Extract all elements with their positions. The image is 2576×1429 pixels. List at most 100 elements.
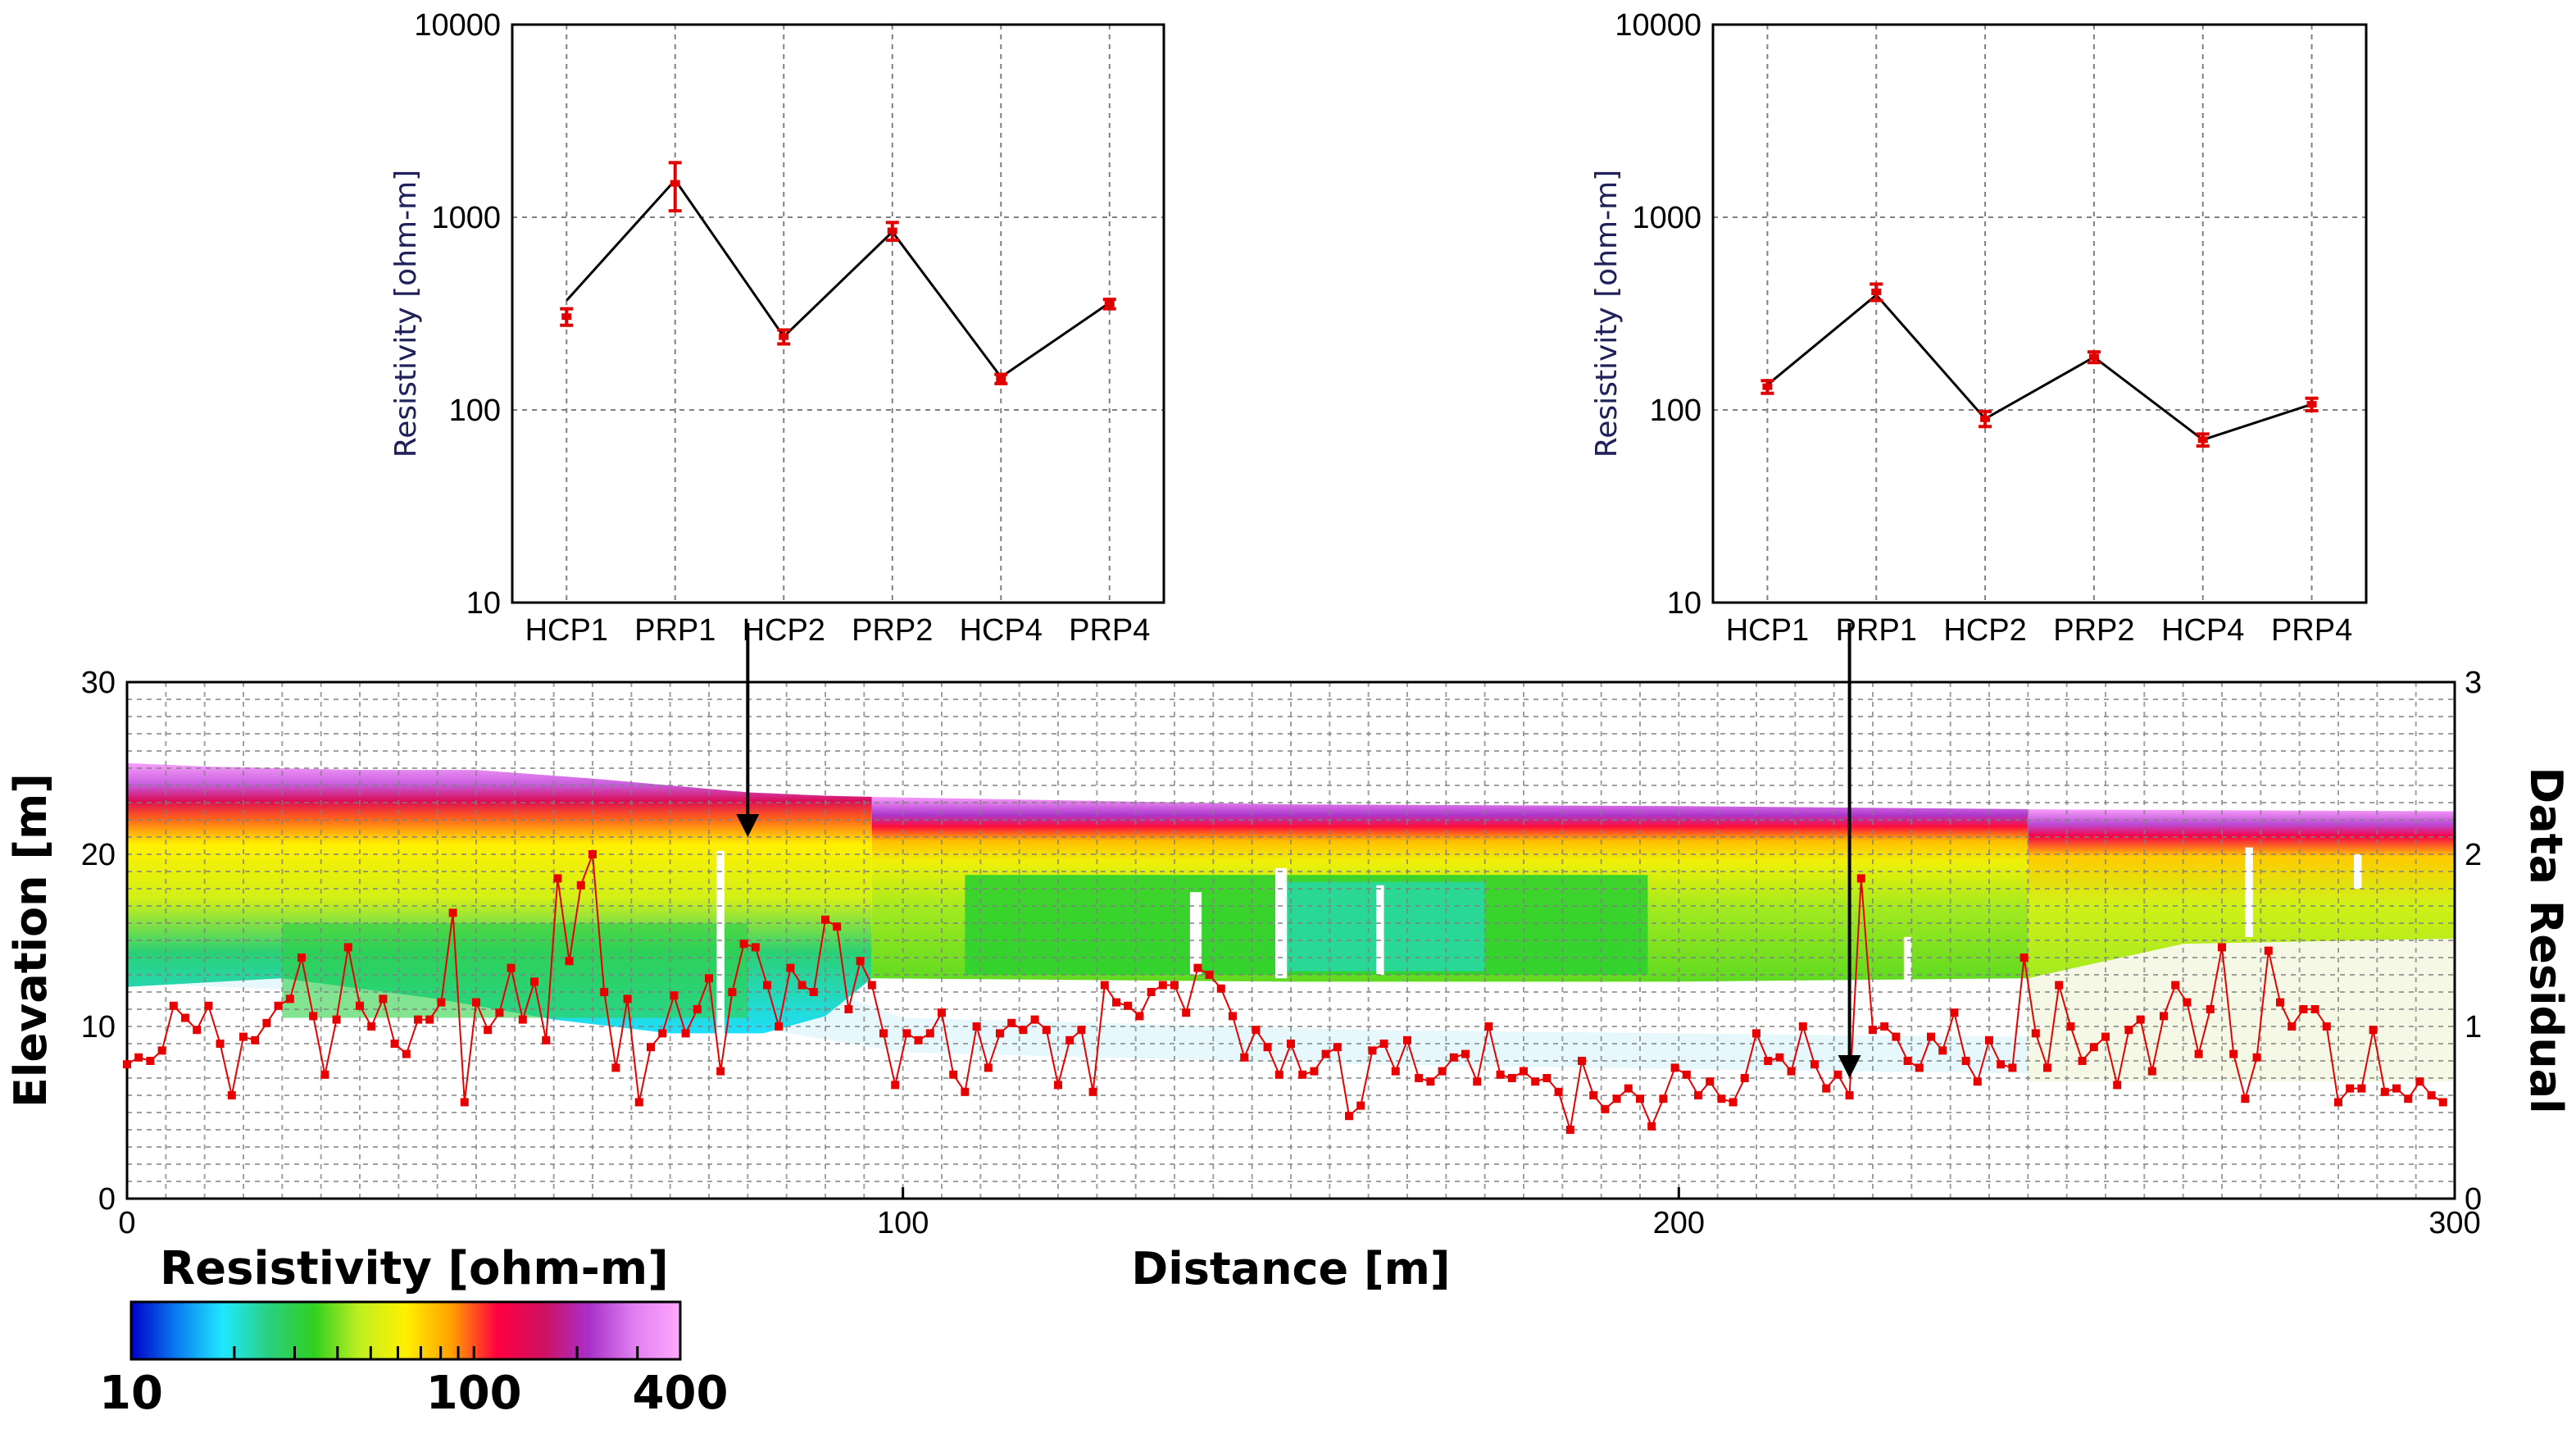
residual-marker xyxy=(2171,981,2180,990)
residual-marker xyxy=(1054,1081,1062,1090)
residual-marker xyxy=(1321,1049,1330,1058)
observed-marker xyxy=(670,180,680,187)
residual-marker xyxy=(2392,1084,2401,1093)
residual-marker xyxy=(1752,1029,1760,1038)
residual-marker xyxy=(972,1022,981,1031)
residual-marker xyxy=(1798,1022,1807,1031)
residual-marker xyxy=(530,977,538,986)
residual-marker xyxy=(681,1029,690,1038)
y-tick-label: 10 xyxy=(1667,586,1701,621)
residual-marker xyxy=(1531,1077,1540,1086)
observed-point xyxy=(1979,410,1992,429)
residual-marker xyxy=(1274,1070,1283,1079)
residual-marker xyxy=(1415,1074,1424,1082)
residual-marker xyxy=(1112,998,1120,1007)
residual-marker xyxy=(1461,1049,1470,1058)
residual-marker xyxy=(658,1029,667,1038)
residual-marker xyxy=(1833,1070,1842,1079)
colorbar: Resistivity [ohm-m] 10 100 400 xyxy=(99,1242,728,1420)
residual-marker xyxy=(1961,1057,1970,1065)
chart1-y-ticks: 10 100 1000 10000 xyxy=(414,8,501,621)
x-tick-label: HCP4 xyxy=(960,613,1043,648)
residual-marker xyxy=(1158,981,1167,990)
residual-marker xyxy=(2008,1063,2017,1072)
observed-marker xyxy=(1871,288,1882,295)
x-tick-label: PRP4 xyxy=(1069,613,1150,648)
chart2-model-line xyxy=(1766,293,2313,442)
residual-marker xyxy=(2369,1026,2378,1035)
residual-marker xyxy=(1065,1035,1074,1044)
residual-marker xyxy=(1216,984,1225,993)
y-tick-label: 10000 xyxy=(1615,8,1701,43)
residual-marker xyxy=(2310,1005,2319,1013)
residual-marker xyxy=(1240,1053,1249,1062)
residual-marker xyxy=(2113,1081,2122,1090)
residual-marker xyxy=(495,1008,504,1017)
residual-marker xyxy=(1403,1035,1411,1044)
observed-point xyxy=(560,307,574,327)
observed-point xyxy=(994,372,1008,385)
residual-marker xyxy=(1077,1026,1086,1035)
observed-point xyxy=(1102,298,1116,311)
residual-marker xyxy=(1368,1046,1377,1055)
residual-marker xyxy=(2357,1084,2366,1093)
x-tick-label: HCP2 xyxy=(743,613,825,648)
residual-marker xyxy=(1764,1057,1773,1065)
observed-point xyxy=(2305,396,2319,413)
observed-marker xyxy=(996,375,1006,383)
residual-marker xyxy=(786,963,795,972)
residual-marker xyxy=(343,943,352,952)
x-tick-label: PRP1 xyxy=(634,613,716,648)
residual-marker xyxy=(576,881,585,890)
residual-marker xyxy=(1973,1077,1982,1086)
observed-marker xyxy=(1980,415,1991,422)
residual-marker xyxy=(879,1029,888,1038)
residual-marker xyxy=(1892,1032,1901,1041)
residual-marker xyxy=(1985,1035,1993,1044)
residual-marker xyxy=(1473,1077,1482,1086)
residual-marker xyxy=(320,1070,329,1079)
y2-tick-label: 2 xyxy=(2465,838,2482,872)
model-gap xyxy=(2353,854,2362,889)
residual-marker xyxy=(1869,1026,1877,1035)
y-tick-label: 1000 xyxy=(1632,201,1701,235)
residual-marker xyxy=(1903,1057,1912,1065)
residual-marker xyxy=(1124,1001,1133,1010)
residual-marker xyxy=(1438,1067,1447,1076)
y-tick-label: 10 xyxy=(81,1010,116,1044)
residual-marker xyxy=(739,940,748,949)
residual-marker xyxy=(2252,1053,2261,1062)
residual-series xyxy=(123,850,2447,1134)
residual-marker xyxy=(1205,971,1214,979)
residual-marker xyxy=(809,988,818,996)
residual-marker xyxy=(379,994,388,1003)
y2-tick-label: 1 xyxy=(2465,1010,2482,1044)
residual-marker xyxy=(1950,1008,1959,1017)
residual-marker xyxy=(460,1098,469,1107)
chart2-y-axis-label: Resistivity [ohm-m] xyxy=(1590,170,1624,457)
model-gap xyxy=(716,850,725,1034)
observed-point xyxy=(885,221,899,243)
x-tick-label: 0 xyxy=(118,1206,135,1240)
residual-marker xyxy=(634,1098,643,1107)
residual-marker xyxy=(2218,943,2226,952)
section-y2-axis-label: Data Residual xyxy=(2520,767,2572,1113)
residual-marker xyxy=(611,1063,620,1072)
x-tick-label: PRP2 xyxy=(2053,613,2134,648)
arrow-head xyxy=(736,814,760,837)
model-line xyxy=(566,178,1111,380)
residual-marker xyxy=(1601,1104,1610,1113)
x-tick-label: HCP4 xyxy=(2161,613,2244,648)
residual-marker xyxy=(1659,1095,1668,1104)
residual-marker xyxy=(1379,1040,1388,1048)
residual-line xyxy=(126,853,2444,1131)
x-tick-label: HCP1 xyxy=(525,613,608,648)
residual-marker xyxy=(2043,1063,2051,1072)
residual-marker xyxy=(1915,1063,1924,1072)
model-line xyxy=(1766,293,2313,442)
residual-marker xyxy=(996,1029,1004,1038)
chart2-frame xyxy=(1711,23,2368,604)
residual-marker xyxy=(833,922,842,931)
residual-marker xyxy=(1333,1043,1342,1052)
